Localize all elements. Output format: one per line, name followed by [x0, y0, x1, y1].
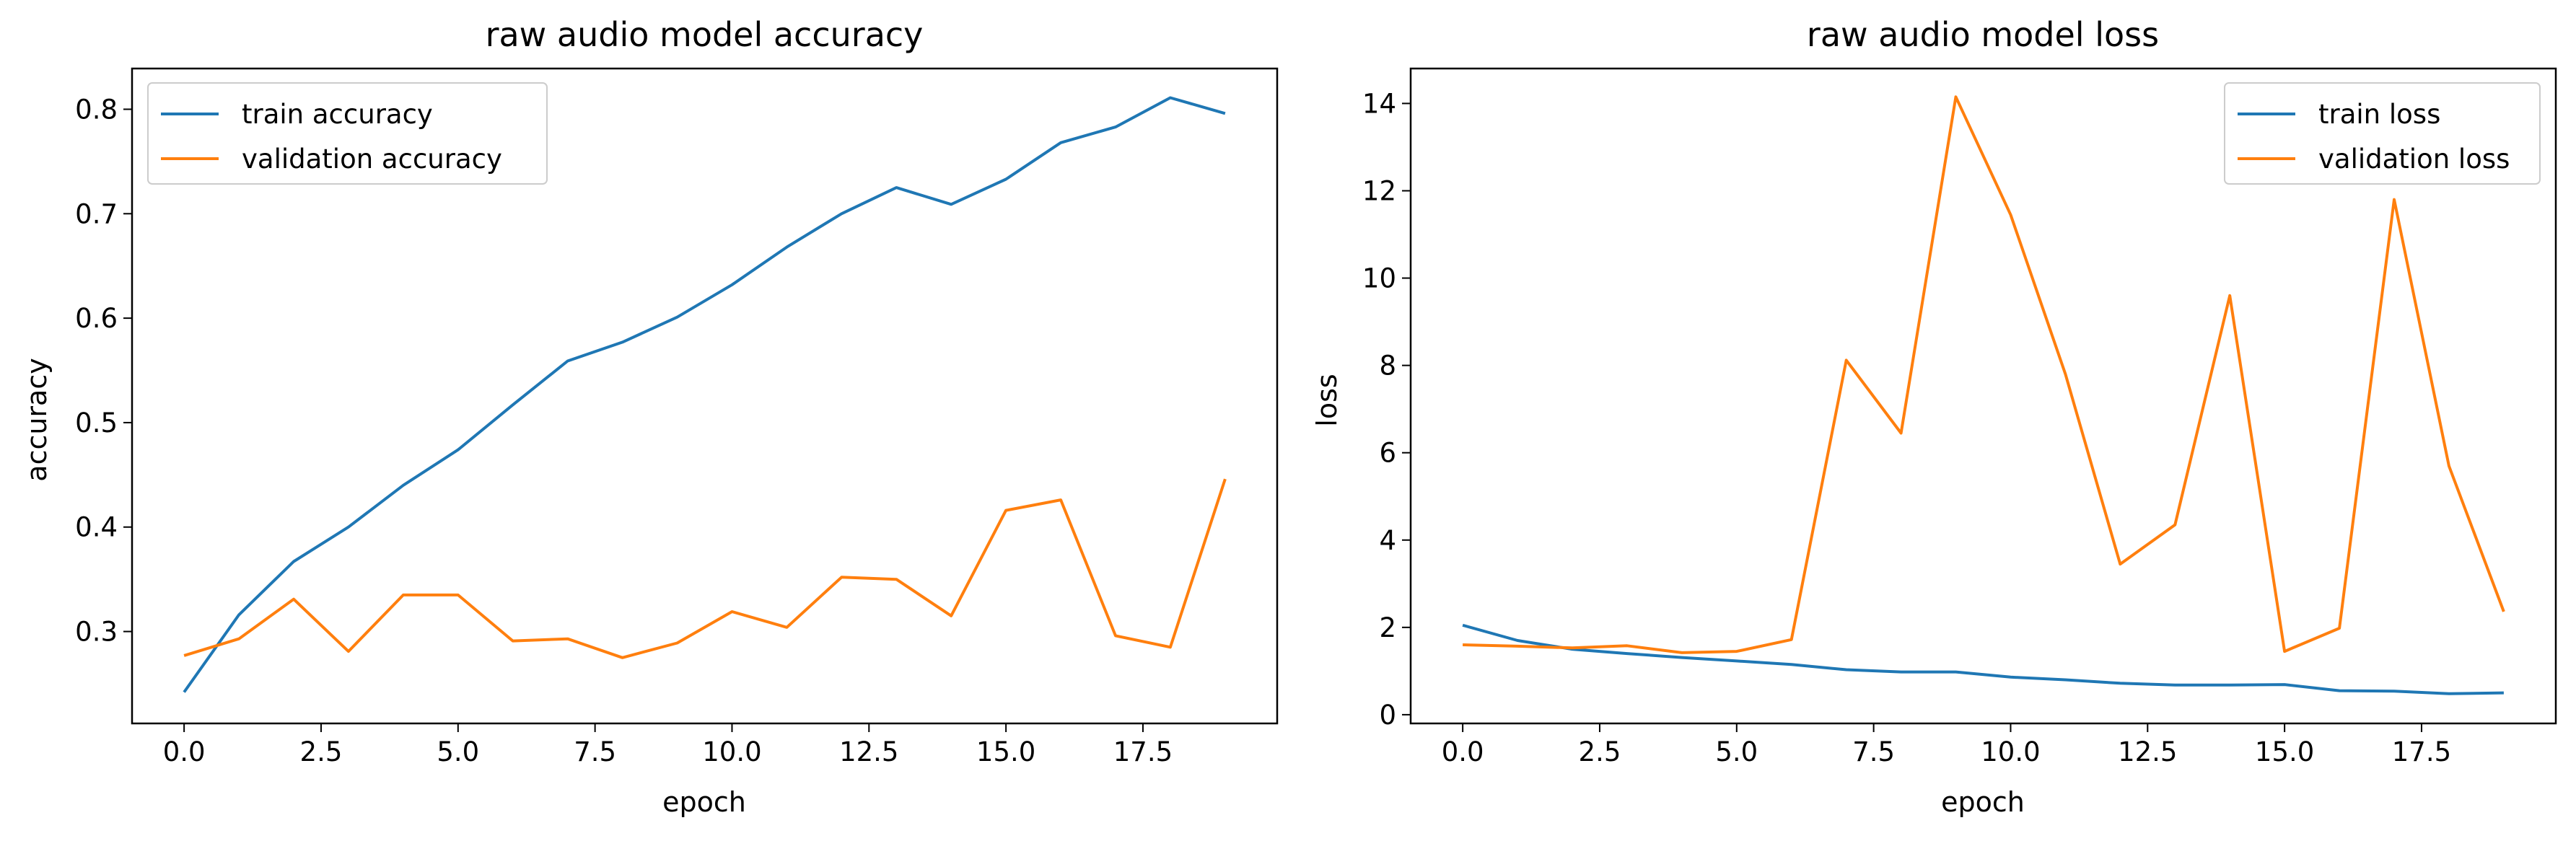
y-tick-label: 0.3 [75, 617, 118, 648]
legend-label: train loss [2318, 99, 2440, 130]
y-axis-label: accuracy [21, 358, 53, 481]
y-tick-label: 14 [1362, 88, 1396, 119]
legend: train accuracy validation accuracy [147, 82, 548, 185]
y-tick-label: 2 [1379, 612, 1396, 643]
y-tick-label: 8 [1379, 351, 1396, 382]
x-tick-label: 5.0 [1715, 736, 1758, 767]
legend: train loss validation loss [2224, 82, 2541, 185]
x-tick-label: 2.5 [1579, 736, 1621, 767]
x-tick-label: 0.0 [163, 736, 206, 767]
chart-title: raw audio model loss [1807, 15, 2159, 54]
x-axis-label: epoch [1941, 786, 2025, 818]
series-line-1 [183, 96, 1226, 693]
y-tick-label: 0.6 [75, 303, 118, 334]
x-tick-label: 17.5 [1113, 736, 1173, 767]
x-tick-label: 7.5 [574, 736, 616, 767]
y-axis-label: loss [1311, 374, 1343, 426]
legend-label: train accuracy [242, 99, 433, 130]
loss-chart: raw audio model loss epoch loss 0.0 2.5 5.… [1311, 15, 2557, 818]
legend-box [147, 82, 548, 185]
x-tick-label: 10.0 [1981, 736, 2040, 767]
chart-title: raw audio model accuracy [486, 15, 924, 54]
series-line-1 [1462, 623, 2504, 695]
x-tick-label: 17.5 [2392, 736, 2451, 767]
x-tick-label: 10.0 [702, 736, 761, 767]
tick-group: 0.0 2.5 5.0 7.5 10.0 12.5 15.0 17.5 0.3 0.4 0.5 0.6… [75, 94, 1173, 767]
y-tick-label: 0.8 [75, 94, 118, 125]
plot-frame [131, 67, 1279, 725]
plot-frame [1409, 67, 2557, 725]
x-tick-label: 7.5 [1852, 736, 1895, 767]
y-tick-label: 0.4 [75, 512, 118, 543]
legend-label: validation accuracy [242, 144, 502, 175]
x-tick-label: 0.0 [1442, 736, 1484, 767]
x-tick-label: 2.5 [300, 736, 343, 767]
y-tick-label: 0 [1379, 700, 1396, 731]
y-tick-label: 0.5 [75, 408, 118, 439]
y-tick-label: 10 [1362, 263, 1396, 294]
y-tick-label: 4 [1379, 525, 1396, 556]
series-lines [1462, 95, 2505, 695]
series-line-2 [1463, 95, 2505, 654]
y-tick-label: 6 [1379, 438, 1396, 469]
y-tick-label: 12 [1362, 175, 1396, 206]
x-tick-label: 15.0 [2255, 736, 2314, 767]
accuracy-chart: raw audio model accuracy epoch accuracy … [21, 15, 1279, 818]
x-tick-label: 12.5 [839, 736, 898, 767]
legend-box [2224, 82, 2541, 185]
x-tick-label: 15.0 [976, 736, 1035, 767]
x-tick-label: 5.0 [437, 736, 479, 767]
tick-group: 0.0 2.5 5.0 7.5 10.0 12.5 15.0 17.5 0 2 4 6 8 10 12 14 [1362, 88, 2451, 767]
x-axis-label: epoch [662, 786, 746, 818]
series-lines [183, 96, 1227, 693]
y-tick-label: 0.7 [75, 198, 118, 229]
x-tick-label: 12.5 [2118, 736, 2177, 767]
legend-label: validation loss [2318, 144, 2510, 175]
series-line-2 [183, 478, 1227, 659]
